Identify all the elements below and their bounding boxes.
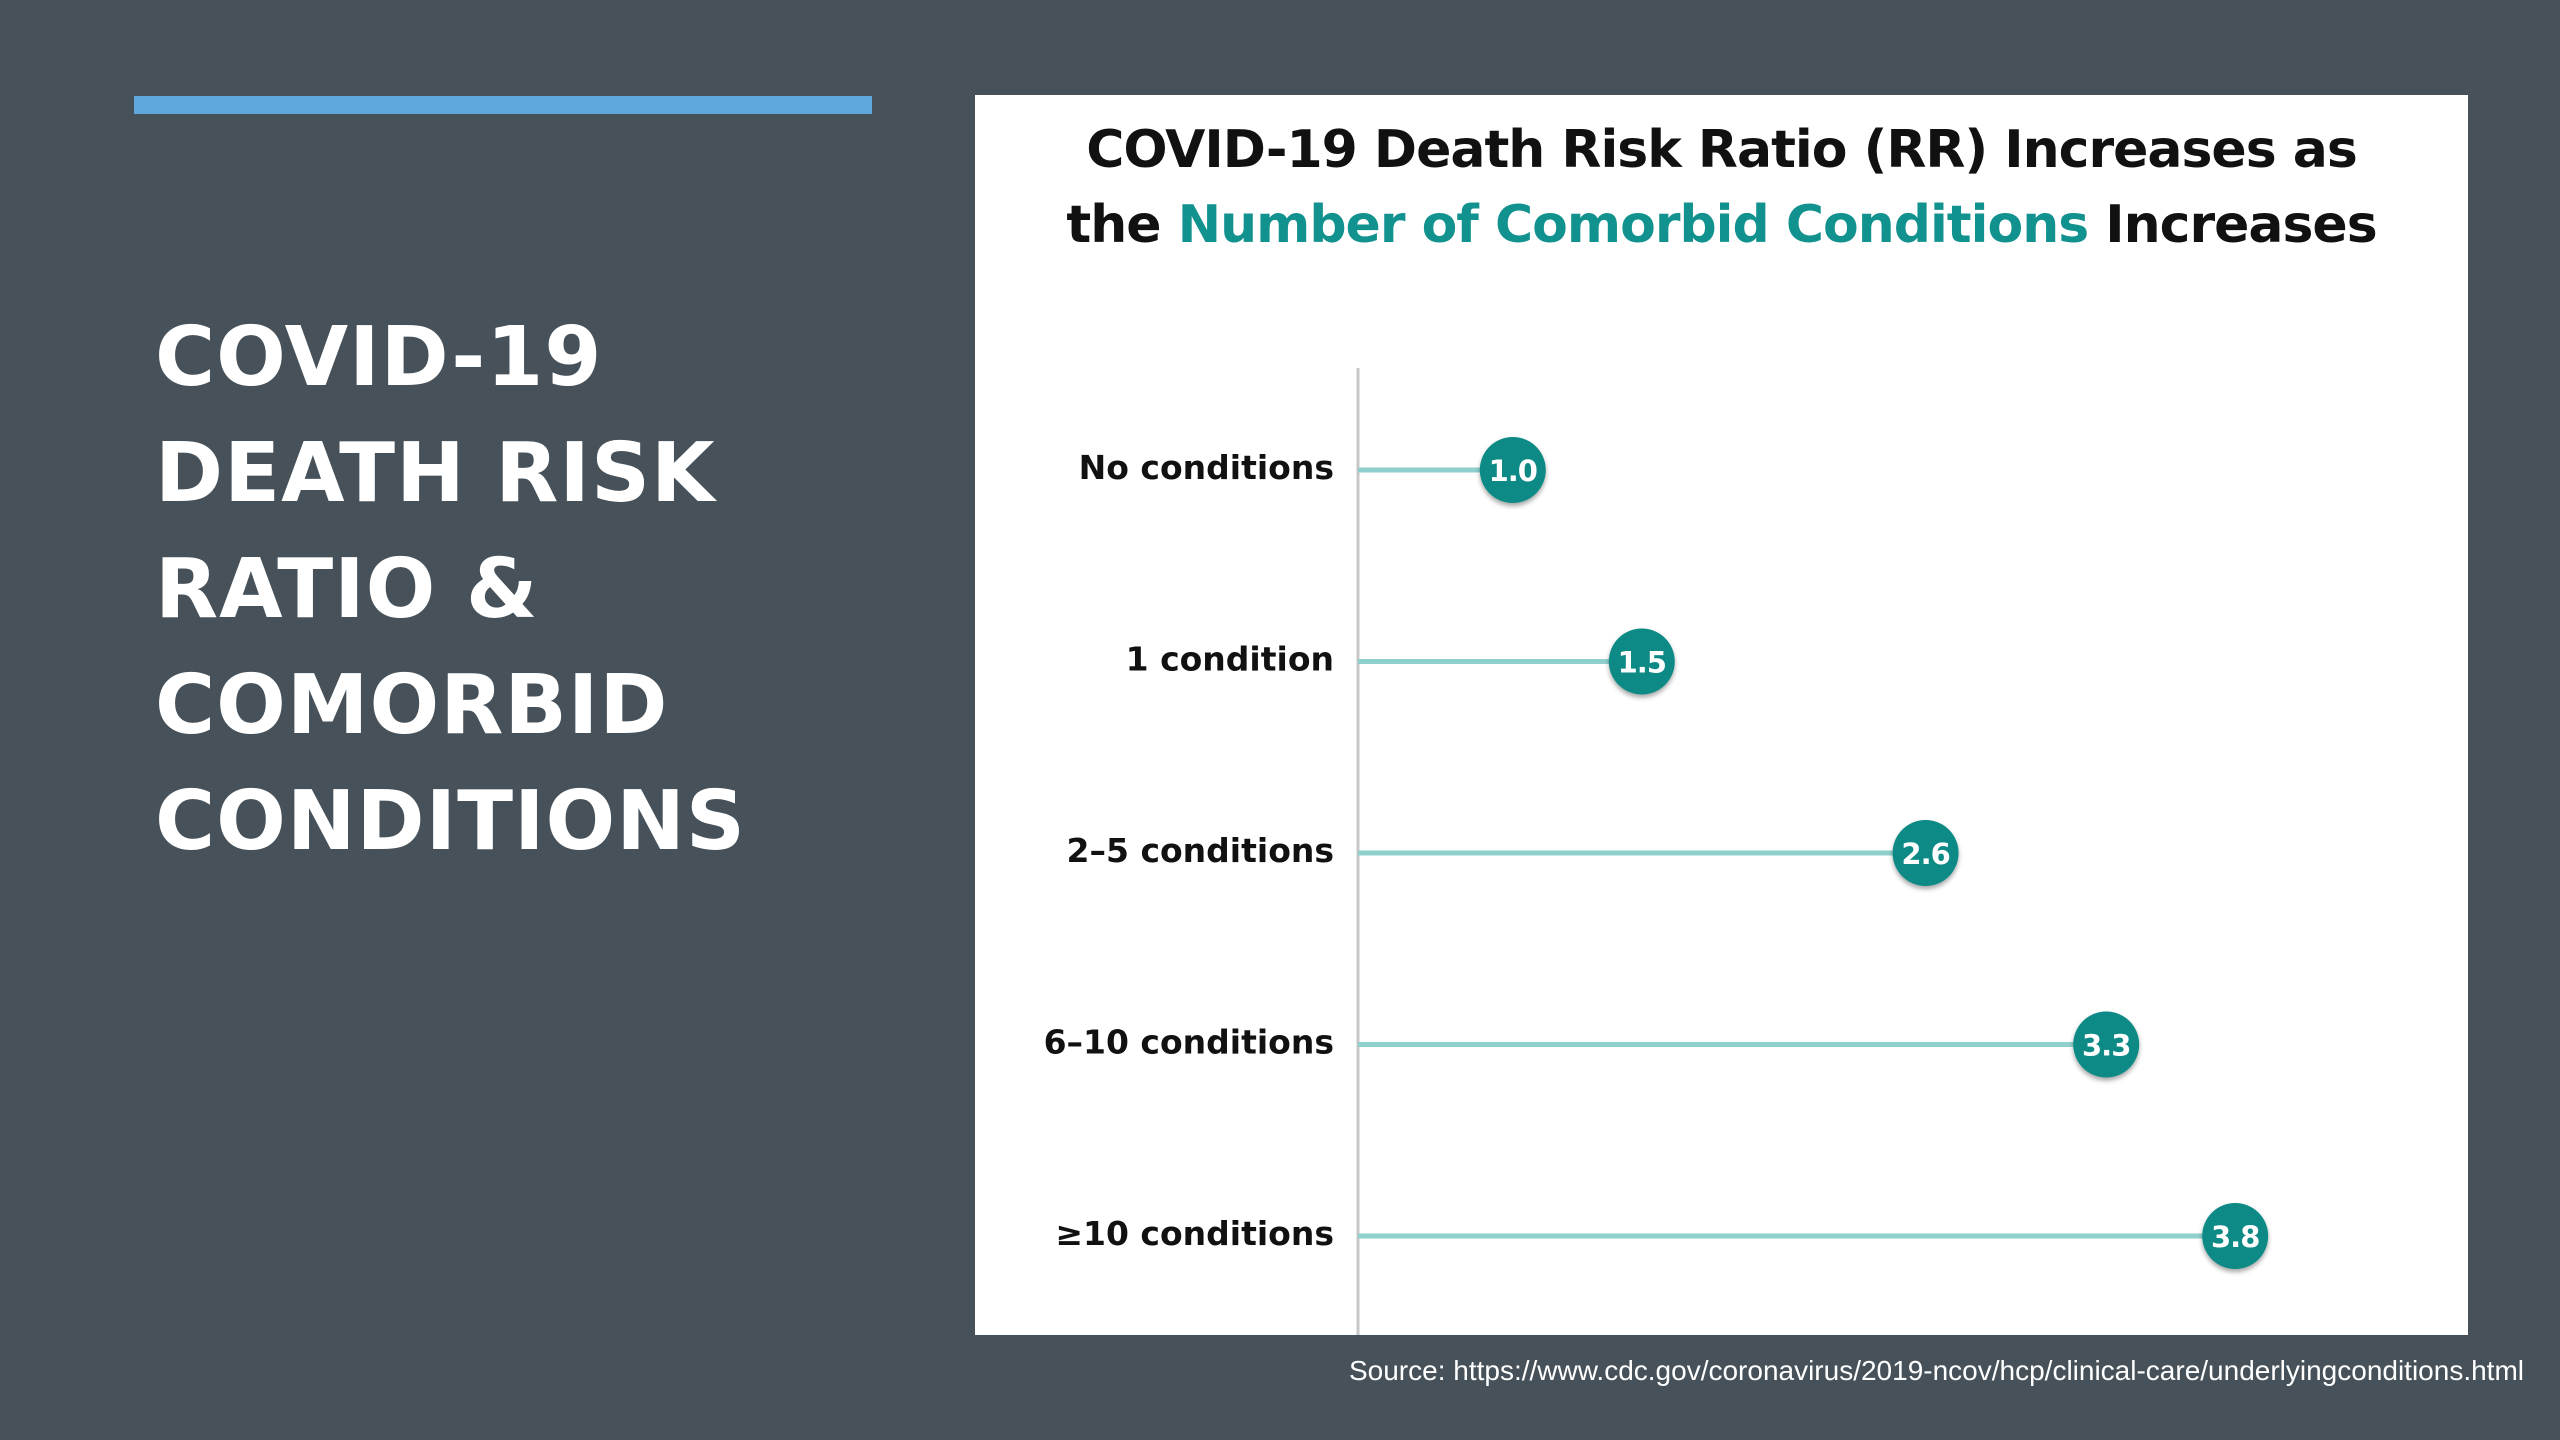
chart-title-part-2: the <box>1066 195 1178 255</box>
slide-title-line-3: RATIO & <box>155 542 539 637</box>
lollipop-marker <box>2073 1011 2140 1078</box>
lollipop-marker <box>1479 437 1546 503</box>
value-label: 2.6 <box>1901 837 1949 871</box>
lollipop-marker <box>2202 1203 2269 1269</box>
slide-title-line-1: COVID-19 <box>155 310 603 405</box>
accent-bar <box>134 96 872 114</box>
slide-title: COVID-19 DEATH RISK RATIO & COMORBID CON… <box>155 300 955 880</box>
chart-panel: COVID-19 Death Risk Ratio (RR) Increases… <box>975 95 2468 1335</box>
slide-title-line-2: DEATH RISK <box>155 426 716 521</box>
category-label: 1 condition <box>1126 640 1334 679</box>
category-label: ≥10 conditions <box>1055 1214 1334 1253</box>
value-label: 3.8 <box>2211 1220 2259 1254</box>
category-label: 2–5 conditions <box>1067 831 1334 870</box>
slide-title-line-5: CONDITIONS <box>155 774 746 869</box>
value-label: 3.3 <box>2082 1029 2130 1063</box>
lollipop-chart: No conditions 1.0 1 condition 1.5 2–5 condit… <box>1044 368 2269 1335</box>
category-label: 6–10 conditions <box>1044 1023 1334 1062</box>
source-note: Source: https://www.cdc.gov/coronavirus/… <box>1348 1355 2524 1386</box>
chart-title-part-4: Increases <box>2088 195 2377 255</box>
value-label: 1.0 <box>1489 454 1537 488</box>
value-label: 1.5 <box>1618 646 1666 680</box>
chart-title: COVID-19 Death Risk Ratio (RR) Increases… <box>975 113 2468 263</box>
lollipop-marker <box>1608 628 1675 695</box>
chart-title-highlight: Number of Comorbid Conditions <box>1177 195 2090 255</box>
slide-title-line-4: COMORBID <box>155 658 669 753</box>
lollipop-marker <box>1892 820 1959 886</box>
category-label: No conditions <box>1079 448 1334 487</box>
chart-title-part-1: COVID-19 Death Risk Ratio (RR) Increases… <box>1086 120 2358 180</box>
